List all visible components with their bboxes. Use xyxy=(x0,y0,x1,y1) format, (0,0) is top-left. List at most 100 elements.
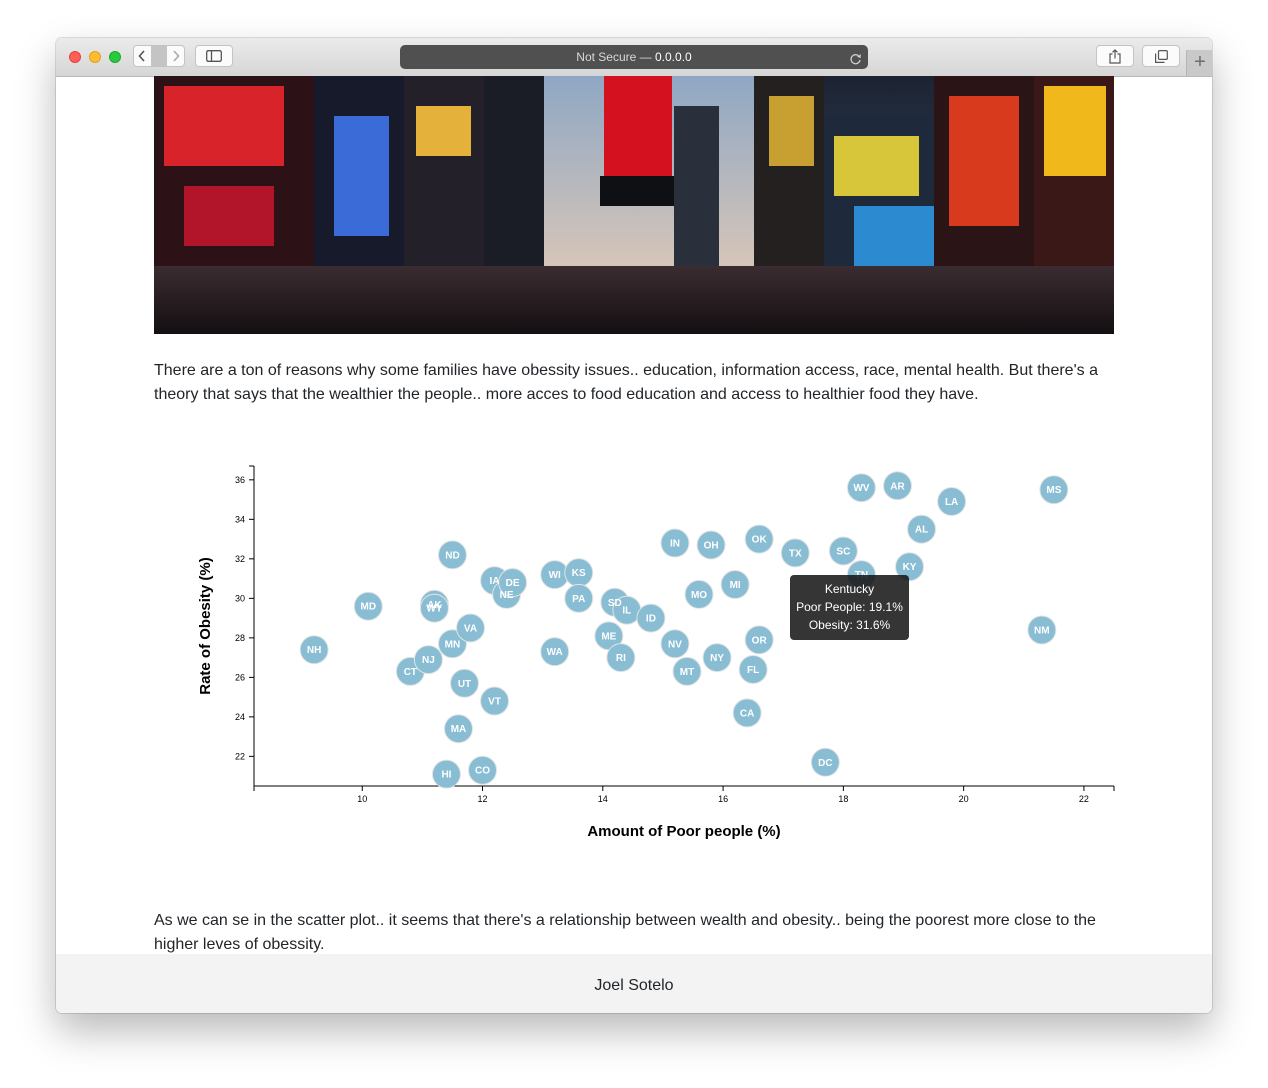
state-marker xyxy=(738,654,768,684)
state-label: MS xyxy=(1046,485,1061,496)
state-marker xyxy=(660,629,690,659)
reload-button[interactable] xyxy=(849,50,862,74)
footer-author: Joel Sotelo xyxy=(594,977,674,994)
state-label: MT xyxy=(680,667,694,678)
state-marker xyxy=(732,698,762,728)
state-label: WI xyxy=(549,570,561,581)
city-photo-illustration xyxy=(154,76,1114,334)
state-label: WY xyxy=(426,604,442,615)
state-marker xyxy=(895,552,925,582)
tooltip-obesity: Obesity: 31.6% xyxy=(808,618,891,632)
url-host: 0.0.0.0 xyxy=(655,50,692,64)
divider xyxy=(150,46,168,66)
tooltip-poverty: Poor People: 19.1% xyxy=(796,600,903,614)
state-label: NH xyxy=(307,645,321,656)
state-marker xyxy=(606,643,636,673)
state-marker xyxy=(498,568,528,598)
chevron-right-icon xyxy=(173,50,180,62)
new-tab-button[interactable]: + xyxy=(1186,50,1212,76)
tab-overview-button[interactable] xyxy=(1142,45,1180,67)
state-label: MA xyxy=(451,724,467,735)
state-marker xyxy=(882,471,912,501)
state-label: KS xyxy=(572,568,586,579)
state-label: OH xyxy=(704,541,719,552)
state-marker xyxy=(810,747,840,777)
y-axis-title: Rate of Obesity (%) xyxy=(197,557,214,695)
y-tick-label: 22 xyxy=(235,751,245,761)
state-label: DE xyxy=(506,578,520,589)
x-tick-label: 10 xyxy=(357,794,367,804)
x-tick-label: 22 xyxy=(1079,794,1089,804)
y-tick-label: 24 xyxy=(235,712,245,722)
state-marker xyxy=(1027,615,1057,645)
state-label: MI xyxy=(730,580,741,591)
state-marker xyxy=(720,570,750,600)
state-label: SD xyxy=(608,598,622,609)
x-tick-label: 18 xyxy=(838,794,848,804)
state-label: AR xyxy=(890,481,905,492)
state-label: WA xyxy=(547,647,563,658)
state-marker xyxy=(907,514,937,544)
minimize-window-button[interactable] xyxy=(89,51,101,63)
state-label: RI xyxy=(616,653,626,664)
state-label: VT xyxy=(488,697,501,708)
intro-paragraph: There are a ton of reasons why some fami… xyxy=(154,362,1098,403)
state-label: KY xyxy=(903,562,917,573)
state-marker xyxy=(299,635,329,665)
state-label: SC xyxy=(836,546,850,557)
x-tick-label: 12 xyxy=(478,794,488,804)
share-button[interactable] xyxy=(1096,45,1134,67)
state-marker xyxy=(780,538,810,568)
state-label: TX xyxy=(789,548,802,559)
y-tick-label: 34 xyxy=(235,514,245,524)
state-marker xyxy=(480,686,510,716)
state-marker xyxy=(702,643,732,673)
state-tooltip: Kentucky Poor People: 19.1% Obesity: 31.… xyxy=(790,575,909,640)
back-button[interactable] xyxy=(134,50,151,62)
state-marker xyxy=(437,540,467,570)
state-marker xyxy=(443,714,473,744)
state-marker xyxy=(672,656,702,686)
tabs-icon xyxy=(1154,49,1168,63)
hero-image xyxy=(154,76,1114,334)
state-marker xyxy=(660,528,690,558)
forward-button[interactable] xyxy=(167,50,184,62)
state-label: MN xyxy=(445,639,461,650)
state-label: CA xyxy=(740,708,754,719)
zoom-window-button[interactable] xyxy=(109,51,121,63)
state-label: ID xyxy=(646,614,656,625)
close-window-button[interactable] xyxy=(69,51,81,63)
y-tick-label: 36 xyxy=(235,475,245,485)
x-tick-label: 20 xyxy=(959,794,969,804)
address-bar[interactable]: Not Secure — 0.0.0.0 xyxy=(400,45,868,69)
state-marker xyxy=(468,755,498,785)
state-label: NJ xyxy=(422,655,435,666)
state-label: IN xyxy=(670,539,680,550)
share-icon xyxy=(1109,48,1121,64)
state-label: AK xyxy=(427,600,442,611)
conclusion-paragraph: As we can se in the scatter plot.. it se… xyxy=(154,912,1096,953)
page-content: There are a ton of reasons why some fami… xyxy=(56,76,1212,1013)
state-label: OR xyxy=(752,635,768,646)
state-label: NV xyxy=(668,639,682,650)
state-marker xyxy=(540,637,570,667)
state-label: AL xyxy=(915,525,928,536)
state-label: WV xyxy=(853,483,869,494)
state-label: NM xyxy=(1034,625,1050,636)
state-marker xyxy=(636,603,666,633)
state-marker xyxy=(684,579,714,609)
state-label: ME xyxy=(601,631,616,642)
state-label: LA xyxy=(945,497,958,508)
chart-canvas: 10 12 14 16 18 20 22 22 24 26 28 30 32 34 36 Amount of … xyxy=(197,465,1115,840)
state-marker xyxy=(696,530,726,560)
security-status: Not Secure — xyxy=(576,50,655,64)
y-tick-label: 28 xyxy=(235,633,245,643)
state-marker xyxy=(413,645,443,675)
y-tick-label: 32 xyxy=(235,554,245,564)
sidebar-toggle-button[interactable] xyxy=(195,45,233,67)
state-label: VA xyxy=(464,623,477,634)
navigation-buttons xyxy=(133,45,185,67)
sidebar-icon xyxy=(206,50,222,62)
state-label: CT xyxy=(404,667,417,678)
browser-toolbar: Not Secure — 0.0.0.0 + xyxy=(56,38,1212,77)
